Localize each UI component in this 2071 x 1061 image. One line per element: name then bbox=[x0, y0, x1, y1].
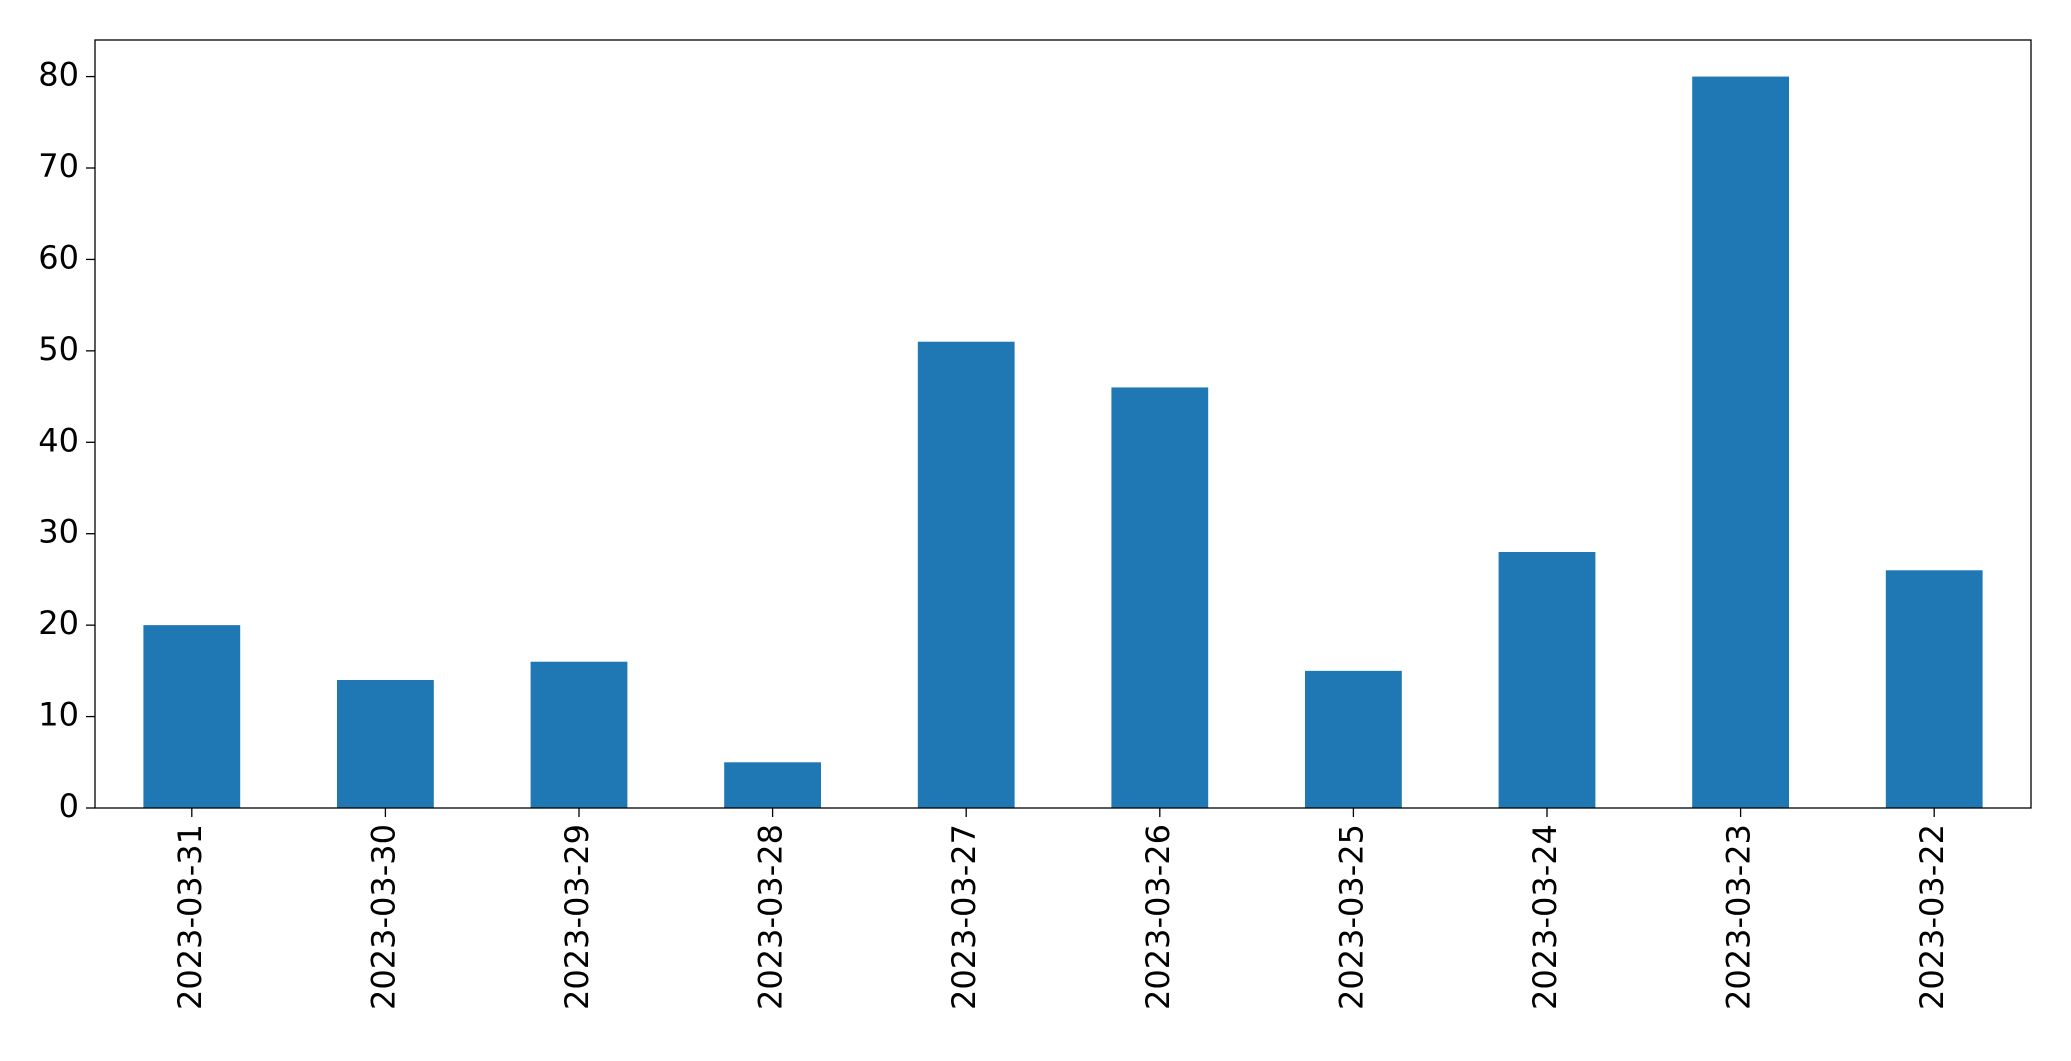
y-tick-label: 0 bbox=[59, 787, 79, 825]
x-tick-label: 2023-03-24 bbox=[1526, 824, 1564, 1010]
y-tick-label: 80 bbox=[38, 56, 79, 94]
x-tick-label: 2023-03-29 bbox=[558, 824, 596, 1010]
y-tick-label: 40 bbox=[38, 421, 79, 459]
bar bbox=[1692, 76, 1789, 809]
bar bbox=[1498, 552, 1596, 808]
y-tick-label: 60 bbox=[38, 238, 79, 276]
x-tick-label: 2023-03-27 bbox=[945, 824, 983, 1010]
x-tick-label: 2023-03-26 bbox=[1139, 824, 1177, 1010]
bar bbox=[1885, 570, 1983, 808]
x-tick-label: 2023-03-31 bbox=[171, 824, 209, 1010]
bar bbox=[724, 762, 821, 808]
bar bbox=[530, 661, 628, 808]
x-tick-label: 2023-03-30 bbox=[364, 824, 402, 1010]
y-tick-label: 30 bbox=[38, 513, 79, 551]
y-tick-label: 10 bbox=[38, 696, 79, 734]
y-tick-label: 70 bbox=[38, 147, 79, 185]
bar bbox=[917, 341, 1015, 808]
bar bbox=[143, 625, 241, 808]
bar bbox=[337, 680, 434, 808]
y-tick-label: 20 bbox=[38, 604, 79, 642]
x-tick-label: 2023-03-22 bbox=[1913, 824, 1951, 1010]
x-tick-label: 2023-03-23 bbox=[1720, 824, 1758, 1010]
plot-frame bbox=[94, 39, 2032, 809]
bar bbox=[1111, 387, 1209, 808]
bar bbox=[1305, 670, 1402, 808]
y-tick-label: 50 bbox=[38, 330, 79, 368]
x-tick-label: 2023-03-28 bbox=[752, 824, 790, 1010]
x-tick-label: 2023-03-25 bbox=[1332, 824, 1370, 1010]
